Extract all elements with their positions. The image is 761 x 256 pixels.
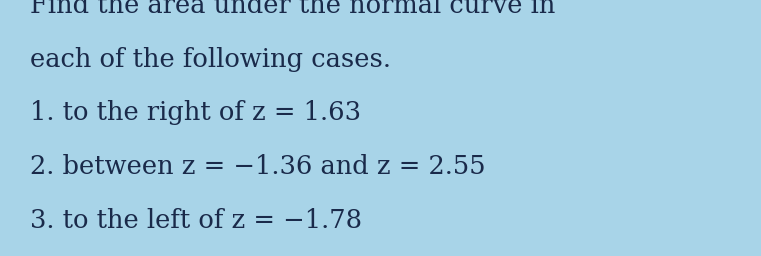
Text: 1. to the right of z = 1.63: 1. to the right of z = 1.63: [30, 100, 361, 125]
Text: Find the area under the normal curve in: Find the area under the normal curve in: [30, 0, 556, 18]
Text: 2. between z = −1.36 and z = 2.55: 2. between z = −1.36 and z = 2.55: [30, 154, 486, 179]
Text: 3. to the left of z = −1.78: 3. to the left of z = −1.78: [30, 208, 362, 233]
Text: each of the following cases.: each of the following cases.: [30, 47, 391, 72]
